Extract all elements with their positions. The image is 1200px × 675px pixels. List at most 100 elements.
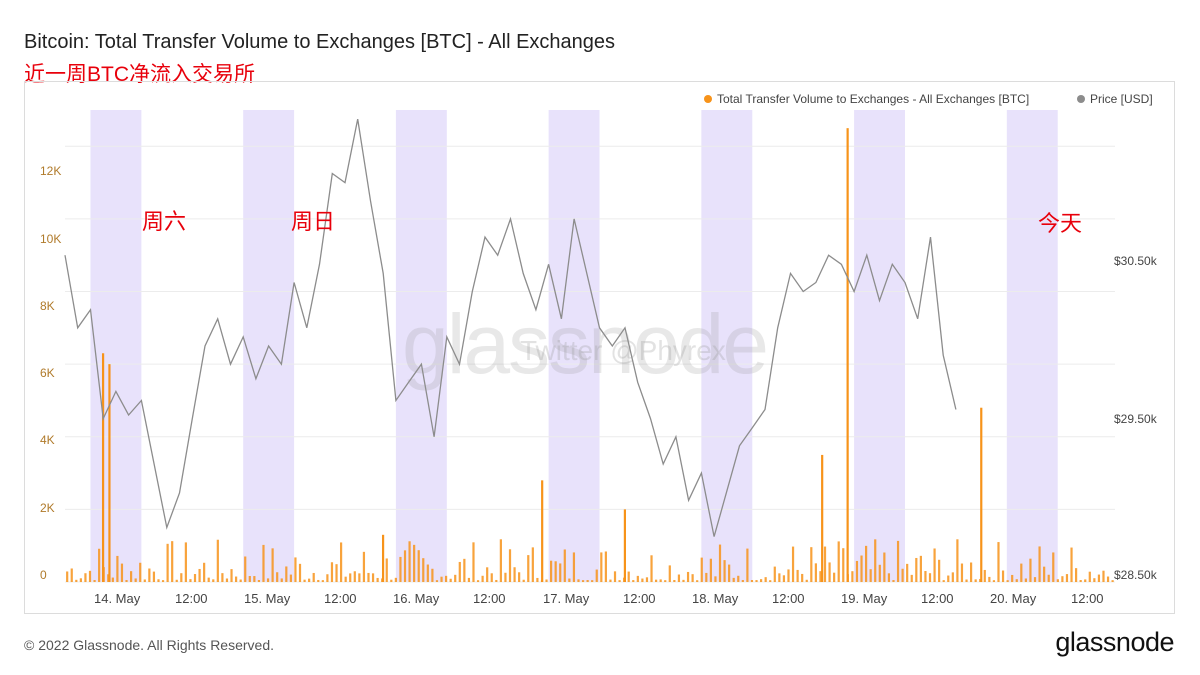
volume-bar [531, 547, 534, 582]
volume-bar [801, 573, 804, 582]
volume-bar [851, 571, 854, 582]
x-tick-15may-noon: 12:00 [324, 591, 357, 606]
volume-bar [691, 574, 694, 582]
volume-bar [1102, 570, 1105, 582]
volume-bar [627, 571, 630, 582]
volume-bar [1065, 574, 1069, 582]
volume-bar [1033, 577, 1037, 582]
volume-bar [417, 550, 420, 582]
volume-bar [1024, 578, 1027, 582]
volume-bar [956, 539, 959, 582]
chart-canvas [64, 110, 1115, 583]
volume-bar [1011, 574, 1014, 582]
volume-bar [463, 558, 466, 582]
legend-label-price: Price [USD] [1090, 92, 1153, 106]
volume-bar [915, 557, 918, 582]
volume-bar [248, 575, 251, 582]
volume-bar [212, 579, 215, 582]
x-tick-17may-noon: 12:00 [623, 591, 656, 606]
volume-bar [504, 572, 507, 582]
volume-bar [486, 567, 489, 582]
volume-bar [819, 571, 822, 582]
volume-bar [513, 567, 516, 582]
annotation-saturday: 周六 [142, 209, 187, 234]
y2-tick-29500: $29.50k [1114, 412, 1157, 426]
volume-bar [335, 564, 338, 582]
volume-bar [312, 572, 315, 582]
legend-label-volume: Total Transfer Volume to Exchanges - All… [717, 92, 1030, 106]
volume-bar [577, 579, 580, 582]
volume-bar [714, 576, 717, 582]
volume-bar [686, 571, 690, 582]
volume-bar [175, 579, 178, 582]
volume-bar [371, 573, 375, 582]
volume-bar [728, 564, 731, 582]
volume-bar [326, 574, 329, 582]
volume-bar [769, 580, 772, 582]
volume-bar [805, 579, 808, 582]
volume-bar [107, 574, 110, 582]
volume-bar [787, 569, 790, 582]
volume-bar [837, 541, 840, 582]
volume-bar [947, 575, 950, 582]
x-tick-20may-noon: 12:00 [1071, 591, 1104, 606]
volume-bar [1001, 570, 1005, 582]
volume-bar [906, 563, 909, 582]
volume-bar [737, 575, 740, 582]
volume-bar [70, 568, 73, 582]
volume-bar [650, 555, 653, 582]
y2-tick-30500: $30.50k [1114, 254, 1157, 268]
volume-bar [198, 568, 201, 582]
volume-bar [586, 580, 589, 582]
volume-bar [755, 580, 758, 582]
y-tick-8k: 8K [40, 299, 55, 313]
volume-bar [221, 573, 224, 582]
volume-bar [189, 579, 192, 582]
volume-bar [399, 556, 402, 582]
volume-bar [878, 564, 881, 582]
volume-bar [271, 548, 274, 582]
volume-bar [700, 557, 703, 582]
volume-bar [581, 580, 585, 582]
volume-bar [321, 580, 324, 582]
chart-title: Bitcoin: Total Transfer Volume to Exchan… [24, 31, 616, 53]
volume-bar [1047, 574, 1050, 582]
volume-spike-4 [623, 509, 626, 582]
chart-subtitle: 近一周BTC净流入交易所 [24, 63, 255, 86]
x-tick-19may: 19. May [841, 591, 888, 606]
x-tick-16may: 16. May [393, 591, 440, 606]
volume-spike-2 [381, 534, 385, 582]
volume-bar [814, 563, 817, 582]
volume-bar [353, 571, 356, 582]
volume-bar [887, 573, 891, 582]
copyright: © 2022 Glassnode. All Rights Reserved. [24, 637, 275, 653]
x-tick-18may: 18. May [692, 591, 739, 606]
volume-bar [518, 572, 521, 582]
volume-bar [257, 580, 261, 582]
volume-bar [1111, 580, 1114, 582]
legend-price[interactable]: Price [USD] [1077, 92, 1153, 106]
y-tick-12k: 12K [40, 164, 62, 178]
volume-bar [499, 539, 502, 582]
volume-bar [458, 561, 461, 582]
watermark: glassnode [402, 297, 769, 391]
volume-bar [641, 578, 644, 582]
volume-bar [1020, 563, 1023, 582]
volume-bar [403, 550, 407, 582]
y-tick-2k: 2K [40, 501, 55, 515]
volume-bar [1097, 574, 1101, 582]
volume-bar [207, 577, 210, 582]
volume-spike-7 [980, 407, 983, 582]
y-tick-10k: 10K [40, 232, 62, 246]
legend-volume[interactable]: Total Transfer Volume to Exchanges - All… [704, 92, 1029, 106]
volume-bar [974, 579, 977, 582]
volume-bar [193, 574, 197, 582]
volume-bar [572, 552, 576, 582]
x-tick-16may-noon: 12:00 [473, 591, 506, 606]
volume-bar [896, 540, 900, 582]
volume-bar [362, 551, 366, 582]
volume-bar [969, 562, 973, 582]
glassnode-logo[interactable]: glassnode [1055, 627, 1174, 657]
volume-bar [449, 578, 452, 582]
volume-bar [609, 579, 612, 582]
